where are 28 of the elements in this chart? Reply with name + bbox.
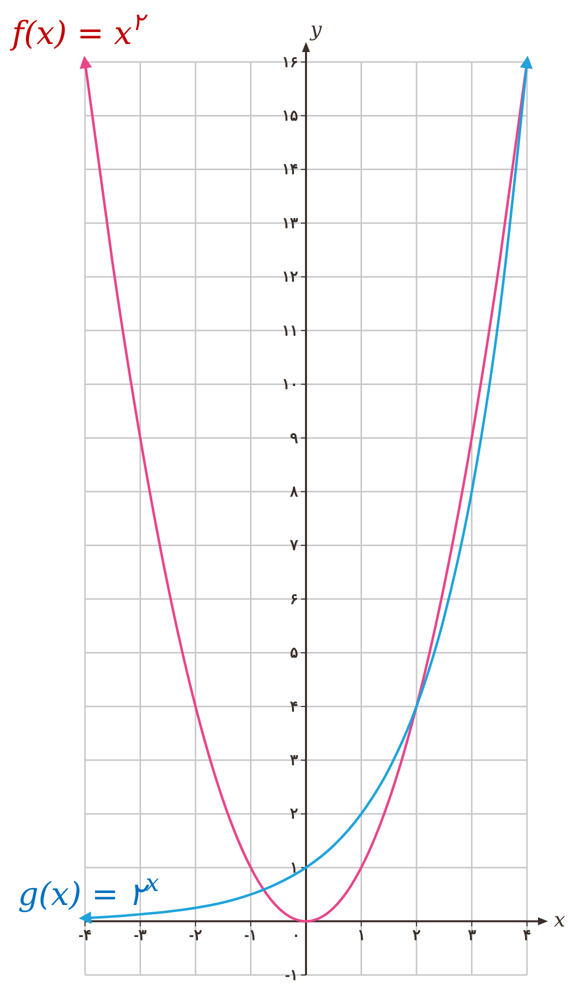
x-tick-label: ۱ [357, 926, 366, 944]
y-tick-label: ۷ [289, 537, 299, 554]
x-tick-label: -۴ [78, 926, 92, 944]
y-tick-label: ۱۰ [282, 376, 298, 394]
y-axis-title: y [309, 17, 322, 41]
y-tick-label: ۱۴ [282, 161, 298, 178]
y-tick-label: ۹ [290, 430, 298, 447]
x-axis-title: x [554, 907, 566, 932]
y-tick-label: ۱ [290, 859, 298, 876]
y-tick-label: ۴ [290, 698, 298, 716]
y-tick-label: ۱۳ [282, 214, 298, 232]
x-tick-label: ۳ [468, 926, 476, 944]
x-tick-label: ۴ [523, 926, 531, 944]
y-tick-label: ۳ [290, 752, 298, 769]
y-tick-label: ۶ [290, 590, 298, 608]
x-tick-label: ۰ [292, 926, 300, 944]
x-tick-label: -۲ [189, 926, 202, 944]
x-tick-label: -۳ [134, 926, 147, 944]
y-tick-label: ۱۶ [282, 54, 298, 71]
x-tick-label: ۲ [412, 926, 420, 944]
y-tick-label: ۵ [290, 644, 298, 662]
x-tick-label: -۱ [244, 926, 258, 944]
y-tick-label: ۱۵ [282, 108, 298, 125]
y-tick-label: ۸ [289, 483, 299, 500]
y-tick-label: ۱۱ [282, 322, 298, 340]
y-tick-label: ۱۲ [282, 268, 298, 286]
y-tick-label: -۱ [285, 966, 298, 984]
y-tick-label: ۲ [290, 806, 298, 823]
